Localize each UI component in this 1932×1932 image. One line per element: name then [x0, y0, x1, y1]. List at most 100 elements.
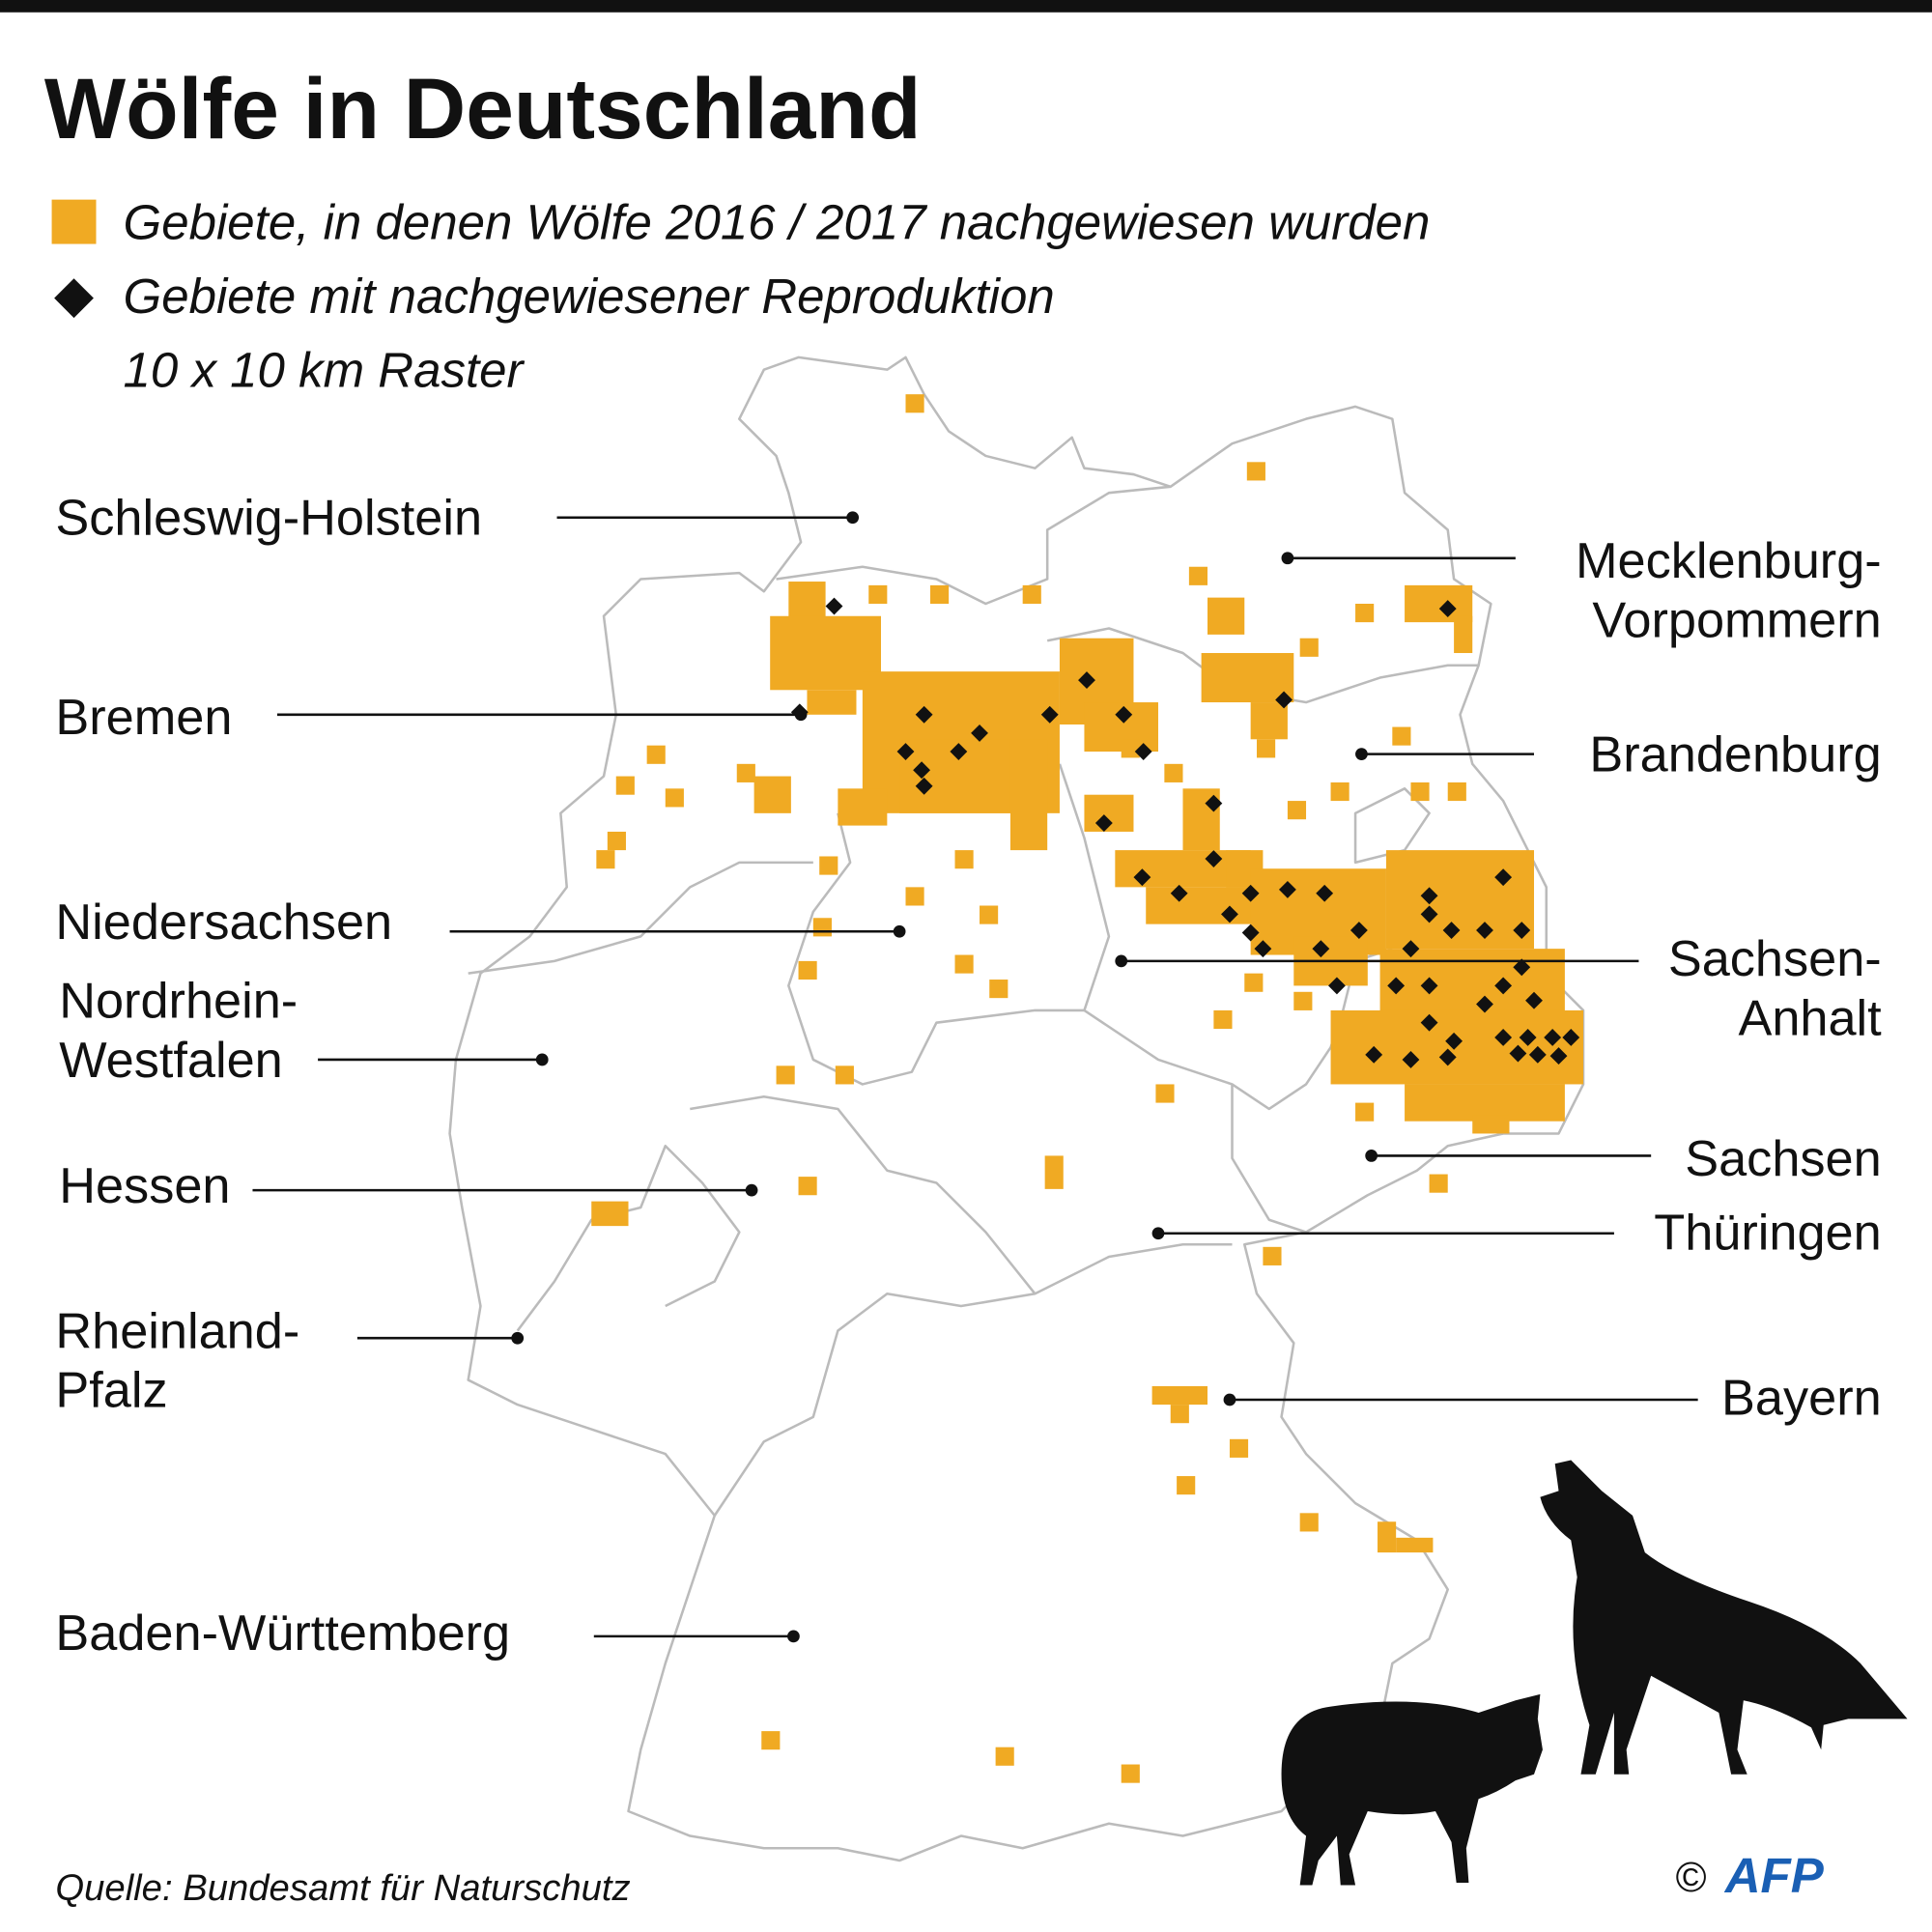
wolf-area [954, 954, 974, 974]
wolf-area [1177, 1476, 1196, 1495]
reproduction-marker [1402, 940, 1420, 958]
wolf-area [1378, 1521, 1397, 1553]
wolf-area [776, 1065, 795, 1085]
wolf-area [1170, 1405, 1189, 1424]
wolf-area [798, 960, 817, 980]
reproduction-marker [1494, 868, 1513, 887]
wolf-area [1201, 653, 1294, 703]
state-label: Bremen [55, 690, 232, 746]
wolf-area [646, 745, 666, 764]
reproduction-marker [1476, 995, 1493, 1013]
source: Quelle: Bundesamt für Naturschutz [55, 1867, 630, 1909]
reproduction-marker [1438, 600, 1457, 618]
wolf-area [1213, 1009, 1233, 1030]
reproduction-marker [1221, 905, 1238, 923]
legend-label: Gebiete, in denen Wölfe 2016 / 2017 nach… [124, 194, 1431, 249]
wolf-area [1287, 801, 1307, 820]
wolf-area [1385, 850, 1535, 950]
map-borders [448, 355, 1585, 1862]
reproduction-marker [1170, 884, 1188, 902]
reproduction-marker [1442, 922, 1461, 939]
reproduction-marker [1402, 1051, 1420, 1068]
wolf-area [1405, 1084, 1565, 1122]
wolf-area [954, 850, 974, 869]
wolf-area [1392, 726, 1411, 746]
leader-dot [787, 1630, 800, 1643]
wolf-area [1164, 763, 1183, 782]
reproduction-marker [1549, 1047, 1568, 1065]
state-label: Sachsen- [1668, 931, 1882, 987]
wolf-area [868, 584, 888, 604]
wolf-area [798, 1177, 817, 1196]
reproduction-marker [1328, 977, 1346, 995]
wolf-area [838, 788, 888, 826]
leader-dot [511, 1331, 525, 1345]
state-label: Baden-Württemberg [55, 1605, 510, 1662]
wolf-area [1293, 991, 1313, 1010]
wolf-area [1299, 1513, 1319, 1532]
raster-note: 10 x 10 km Raster [124, 343, 526, 398]
reproduction-marker [950, 743, 968, 760]
reproduction-marker [825, 597, 843, 615]
reproduction-marker [1241, 923, 1260, 942]
reproduction-marker [1205, 794, 1223, 812]
wolf-area [905, 394, 924, 413]
wolf-area [1299, 638, 1319, 657]
leader-dot [1115, 954, 1128, 968]
reproduction-marker [1316, 884, 1334, 902]
reproduction-marker [1528, 1045, 1547, 1064]
wolf-area [1355, 604, 1375, 623]
wolf-area [1022, 584, 1041, 604]
wolf-area [807, 690, 857, 715]
leader-dot [1281, 552, 1294, 565]
reproduction-marker [1241, 884, 1260, 902]
wolf-area [1330, 781, 1350, 802]
wolf-area [1121, 739, 1140, 758]
reproduction-marker [915, 705, 933, 724]
state-label: Westfalen [59, 1033, 283, 1089]
legend-diamond [54, 278, 94, 319]
state-label: Sachsen [1685, 1131, 1881, 1187]
wolf-area [615, 776, 635, 795]
wolf-area [1263, 1246, 1282, 1265]
leader-dot [745, 1183, 758, 1197]
state-label: Anhalt [1738, 990, 1882, 1046]
wolf-area [1009, 739, 1048, 851]
wolf-area [736, 763, 755, 782]
wolf-area [930, 584, 950, 604]
leader-dot [1365, 1150, 1378, 1162]
wolf-area [980, 905, 999, 924]
wolf-area [1447, 781, 1466, 802]
leader-dot [846, 511, 860, 525]
reproduction-marker [1134, 743, 1152, 760]
legend-label: Gebiete mit nachgewiesener Reproduktion [124, 269, 1055, 324]
legend-swatch [51, 199, 97, 244]
wolf-area [1410, 781, 1430, 802]
wolf-area [1429, 1174, 1448, 1193]
reproduction-marker [896, 743, 915, 760]
reproduction-marker [1094, 814, 1113, 832]
reproduction-marker [1040, 705, 1059, 724]
wolf-area [1472, 1115, 1510, 1134]
wolf-area [1250, 702, 1288, 740]
leader-dot [535, 1053, 549, 1066]
wolf-area [788, 582, 826, 619]
reproduction-marker [1115, 705, 1133, 724]
wolf-area [1454, 615, 1473, 654]
wolf-area [1208, 597, 1245, 635]
reproduction-marker [1562, 1029, 1580, 1046]
wolf-area [591, 1201, 629, 1227]
wolf-area [1396, 1537, 1434, 1553]
wolf-area [1146, 887, 1258, 924]
wolf-area [753, 776, 791, 813]
title: Wölfe in Deutschland [44, 60, 922, 156]
copyright: © [1676, 1855, 1707, 1901]
reproduction-marker [1525, 991, 1543, 1009]
state-label: Nordrhein- [59, 974, 298, 1030]
wolf-area [1121, 1764, 1140, 1783]
wolf-area [835, 1065, 854, 1085]
wolf-area [596, 850, 615, 869]
leader-dot [893, 924, 906, 938]
reproduction-marker [1350, 922, 1368, 939]
